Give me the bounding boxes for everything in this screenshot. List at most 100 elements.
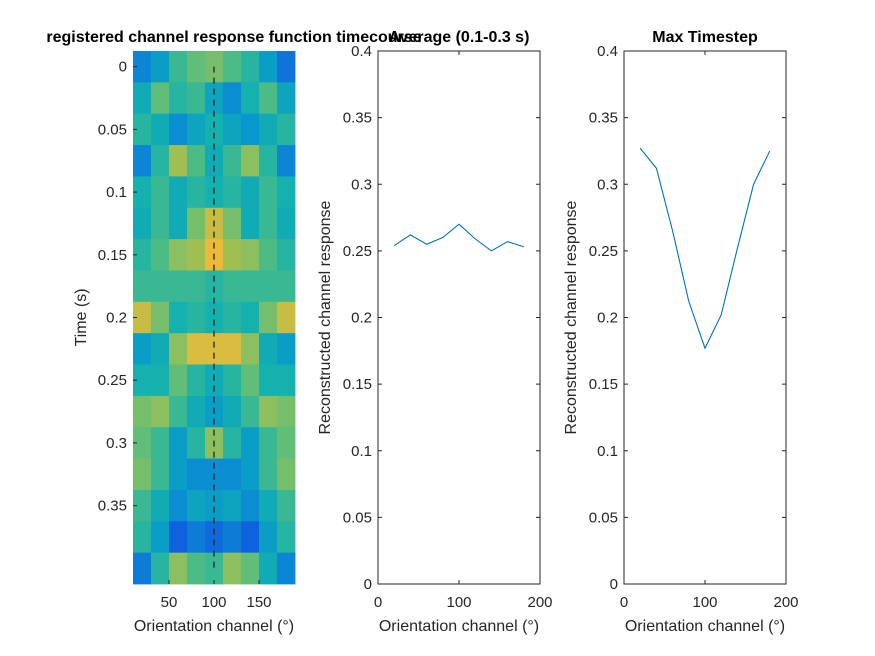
x-tick-label: 0: [620, 594, 628, 611]
y-tick-label: 0: [364, 576, 372, 593]
heatmap-cell: [241, 458, 260, 491]
heatmap-cell: [259, 521, 278, 554]
heatmap-cell: [223, 395, 242, 428]
heatmap-cell: [277, 51, 296, 83]
x-tick-label: 150: [246, 594, 271, 611]
heatmap-cell: [223, 82, 242, 115]
heatmap-cell: [241, 552, 260, 585]
heatmap-cell: [223, 552, 242, 585]
y-tick-label: 0.35: [98, 498, 127, 515]
y-tick-label: 0.25: [98, 372, 127, 389]
heatmap-cell: [259, 489, 278, 522]
heatmap-cell: [259, 239, 278, 271]
heatmap-cell: [223, 521, 242, 554]
heatmap-cell: [259, 395, 278, 428]
y-tick-label: 0.05: [98, 121, 127, 138]
heatmap-cell: [205, 113, 224, 146]
heatmap-cell: [169, 521, 188, 554]
x-tick-label: 100: [692, 594, 717, 611]
y-tick-label: 0.05: [589, 509, 618, 526]
plot-frame: [377, 50, 541, 585]
heatmap-cell: [277, 145, 296, 177]
heatmap-cell: [169, 552, 188, 585]
y-axis-label: Time (s): [73, 288, 90, 346]
heatmap-cell: [133, 521, 152, 554]
heatmap-cell: [223, 427, 242, 459]
x-axis-label: Orientation channel (°): [625, 618, 785, 635]
heatmap-cell: [277, 521, 296, 554]
heatmap-cell: [169, 395, 188, 428]
heatmap-cell: [133, 458, 152, 491]
heatmap-cell: [169, 458, 188, 491]
heatmap-cell: [169, 145, 188, 177]
series-line: [393, 223, 524, 252]
heatmap-cell: [151, 552, 170, 585]
heatmap-cell: [187, 364, 206, 397]
x-tick-label: 100: [201, 594, 226, 611]
heatmap-cell: [133, 176, 152, 209]
heatmap-cell: [169, 270, 188, 303]
heatmap-cell: [187, 145, 206, 177]
heatmap-cell: [259, 364, 278, 397]
heatmap-cell: [259, 145, 278, 177]
heatmap-cell: [187, 333, 206, 365]
heatmap-cell: [151, 364, 170, 397]
y-tick-label: 0.4: [351, 43, 372, 60]
heatmap-cell: [205, 270, 224, 303]
heatmap-cell: [151, 207, 170, 240]
heatmap-cell: [205, 82, 224, 115]
heatmap-cell: [169, 301, 188, 334]
heatmap-cell: [241, 427, 260, 459]
chart-title: Average (0.1-0.3 s): [389, 29, 530, 46]
y-tick-label: 0.1: [597, 443, 618, 460]
heatmap-cell: [223, 301, 242, 334]
chart-title: Max Timestep: [652, 29, 758, 46]
heatmap-cell: [241, 113, 260, 146]
heatmap-cell: [277, 427, 296, 459]
y-tick-label: 0.1: [351, 443, 372, 460]
heatmap-cell: [259, 552, 278, 585]
heatmap-cell: [205, 552, 224, 585]
heatmap-cell: [133, 82, 152, 115]
heatmap-cell: [277, 301, 296, 334]
heatmap-cell: [151, 427, 170, 459]
heatmap-cell: [205, 521, 224, 554]
heatmap-cell: [187, 113, 206, 146]
heatmap-cell: [223, 333, 242, 365]
heatmap-cell: [223, 145, 242, 177]
heatmap-cell: [241, 521, 260, 554]
x-axis-label: Orientation channel (°): [379, 618, 539, 635]
heatmap-cell: [187, 239, 206, 271]
y-axis-label: Reconstructed channel response: [563, 200, 580, 434]
y-tick-label: 0: [610, 576, 618, 593]
y-tick-label: 0.15: [98, 247, 127, 264]
heatmap-cell: [133, 113, 152, 146]
heatmap-cell: [133, 395, 152, 428]
heatmap-cell: [133, 145, 152, 177]
heatmap-cell: [259, 207, 278, 240]
heatmap-cell: [187, 176, 206, 209]
y-tick-label: 0.1: [106, 184, 127, 201]
heatmap-cell: [205, 301, 224, 334]
y-tick-label: 0.3: [597, 176, 618, 193]
heatmap-cell: [151, 521, 170, 554]
heatmap-cell: [133, 207, 152, 240]
y-tick-label: 0.2: [597, 310, 618, 327]
heatmap-cell: [133, 301, 152, 334]
heatmap-cell: [169, 427, 188, 459]
y-tick-label: 0.35: [343, 110, 372, 127]
heatmap-cell: [133, 364, 152, 397]
heatmap-cell: [187, 82, 206, 115]
heatmap-cell: [151, 82, 170, 115]
y-tick-label: 0.25: [343, 243, 372, 260]
heatmap-cell: [277, 552, 296, 585]
heatmap-cell: [169, 489, 188, 522]
heatmap-cell: [277, 113, 296, 146]
heatmap-cell: [277, 458, 296, 491]
heatmap-cell: [205, 489, 224, 522]
y-tick-label: 0.15: [343, 376, 372, 393]
heatmap-cell: [241, 51, 260, 83]
heatmap-cell: [259, 427, 278, 459]
heatmap-cell: [187, 51, 206, 83]
